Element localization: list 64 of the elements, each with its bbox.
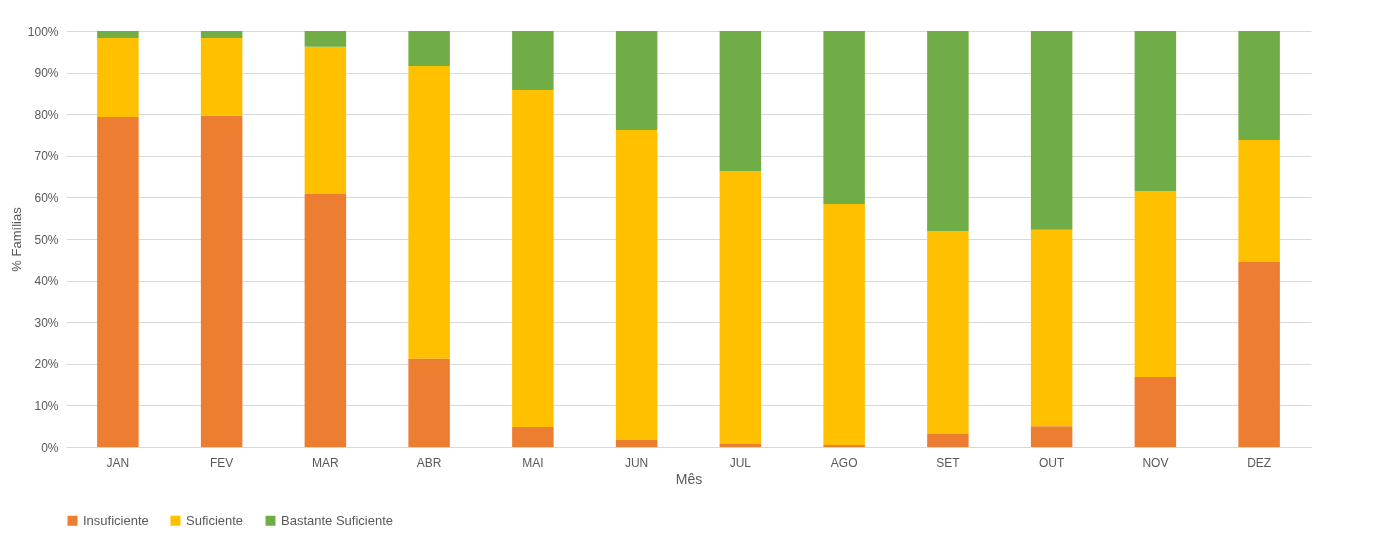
bar — [97, 31, 139, 39]
y-tick-label: 100% — [27, 24, 59, 39]
bar — [304, 31, 347, 47]
bar — [200, 31, 243, 39]
x-tick-label: OUT — [1038, 455, 1065, 470]
y-tick-label: 0% — [41, 440, 59, 455]
bar — [1030, 229, 1073, 427]
bar — [719, 444, 762, 447]
bar — [304, 46, 347, 195]
bar — [512, 427, 554, 447]
bar — [408, 65, 450, 359]
y-tick-label: 60% — [34, 190, 59, 205]
bar — [200, 115, 243, 447]
legend-label: Insuficiente — [83, 512, 149, 528]
x-tick-label: MAI — [522, 455, 544, 470]
bar — [512, 31, 554, 91]
y-tick-label: 10% — [34, 398, 59, 413]
y-tick-label: 20% — [34, 357, 59, 372]
bar — [200, 38, 243, 116]
bar — [1030, 426, 1073, 447]
bar — [719, 171, 762, 445]
x-tick-label: AGO — [830, 455, 858, 470]
x-tick-label: ABR — [416, 455, 442, 470]
y-tick-label: 30% — [34, 315, 59, 330]
bar — [97, 38, 139, 118]
y-tick-label: 50% — [34, 232, 59, 247]
legend-label: Bastante Suficiente — [281, 512, 394, 528]
x-tick-label: FEV — [209, 455, 234, 470]
x-tick-label: NOV — [1142, 455, 1169, 470]
bar — [1238, 31, 1280, 140]
y-tick-label: 90% — [34, 66, 59, 81]
bar — [615, 31, 658, 131]
bar — [1134, 31, 1177, 192]
bar — [1134, 191, 1177, 378]
bar — [823, 31, 865, 205]
legend-label: Suficiente — [186, 512, 244, 528]
x-tick-label: DEZ — [1247, 455, 1272, 470]
bar — [927, 231, 969, 435]
x-tick-label: MAR — [312, 455, 340, 470]
y-axis-title: % Famílias — [8, 206, 24, 272]
x-tick-label: JUN — [624, 455, 649, 470]
bar — [719, 31, 762, 172]
bar — [615, 439, 658, 447]
bar — [927, 31, 969, 232]
bar — [304, 194, 347, 447]
x-tick-label: SET — [936, 455, 961, 470]
y-tick-label: 40% — [34, 274, 59, 289]
y-tick-label: 70% — [34, 149, 59, 164]
x-tick-label: JUL — [729, 455, 752, 470]
bar — [823, 204, 865, 445]
bar — [823, 444, 865, 447]
bar — [615, 130, 658, 440]
bar — [408, 31, 450, 66]
bar — [1238, 139, 1280, 262]
bar — [512, 90, 554, 428]
bar — [1134, 377, 1177, 447]
y-tick-label: 80% — [34, 107, 59, 122]
bar — [97, 117, 139, 447]
x-tick-label: JAN — [106, 455, 130, 470]
bar — [408, 358, 450, 447]
x-axis-title: Mês — [675, 470, 703, 487]
bar — [927, 434, 969, 447]
bar — [1030, 31, 1073, 230]
bar — [1238, 261, 1280, 447]
